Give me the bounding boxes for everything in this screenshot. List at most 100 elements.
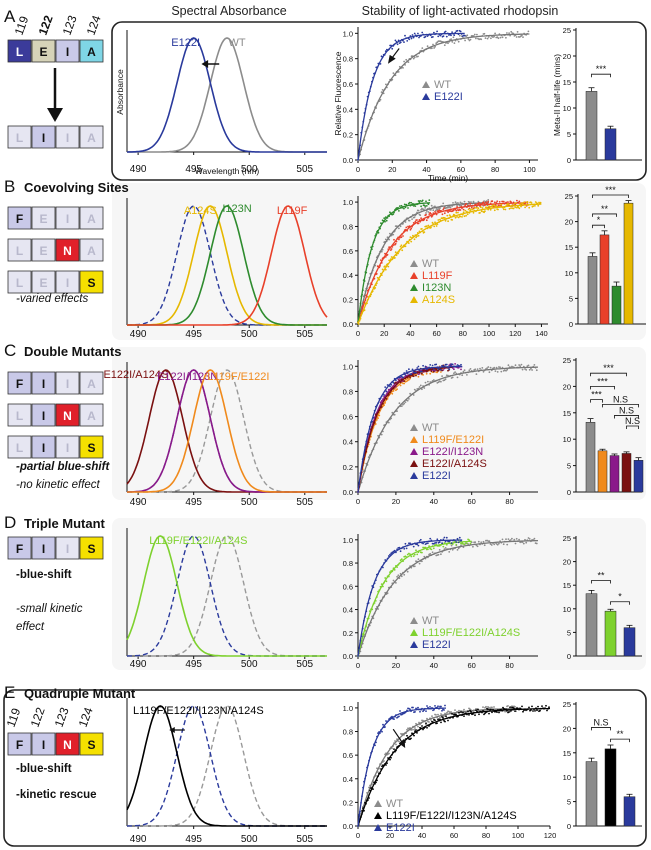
kinetics-x-tick-label: 40 (406, 329, 414, 338)
kinetics-point-wt (392, 233, 395, 236)
spectral-curve-wt (127, 535, 327, 657)
kinetics-point-wt (468, 201, 471, 204)
kinetics-point-wt (479, 367, 481, 370)
kinetics-point-wt (432, 379, 435, 381)
kinetics-point-wt (443, 44, 446, 47)
kinetics-point-wt (404, 401, 407, 403)
kinetics-point-wt (414, 727, 416, 729)
kinetics-point-wt (413, 388, 416, 391)
kinetics-point-wt (461, 374, 464, 377)
residue-number: 119 (4, 706, 24, 729)
bar-y-tick-label: 20 (563, 382, 571, 391)
kinetics-point-a124s (434, 221, 436, 224)
bar-y-tick-label: 15 (563, 749, 571, 758)
kinetics-point-a124s (384, 265, 386, 267)
kinetics-point-a124s (455, 211, 458, 214)
bar-l119f (599, 234, 610, 325)
kinetics-point-wt (437, 713, 439, 716)
kinetics-point-l119f-e122i (391, 392, 394, 395)
bar-i123n (611, 285, 622, 325)
kinetics-point-i123n (385, 219, 388, 222)
kinetics-point-l119f (400, 236, 403, 239)
kinetics-point-e122i-i123n (460, 368, 462, 371)
kinetics-point-e122i-a124s (409, 376, 411, 378)
bar-y-tick-label: 10 (563, 104, 571, 113)
residue-letter: A (87, 409, 96, 423)
kinetics-point-e122i (440, 368, 442, 371)
kinetics-point-wt (396, 575, 398, 578)
kinetics-point-e122i (453, 34, 456, 37)
residue-box (31, 125, 56, 149)
kinetics-point-e122i-a124s (403, 380, 406, 382)
kinetics-point-e122i (458, 536, 461, 539)
kinetics-point-l119f-e122i-a124s (384, 577, 387, 579)
kinetics-point-a124s (471, 208, 474, 211)
kinetics-point-l119f (414, 220, 417, 223)
legend-marker (374, 800, 382, 807)
kinetics-x-tick-label: 60 (468, 497, 476, 506)
significance-bracket (610, 738, 630, 743)
kinetics-point-e122i (432, 368, 435, 371)
kinetics-point-l119f (434, 211, 436, 213)
kinetics-point-wt (436, 208, 439, 211)
significance-bracket (626, 425, 639, 429)
kinetics-x-tick-label: 0 (356, 497, 360, 506)
kinetics-point-e122i (429, 537, 432, 540)
kinetics-point-wt (467, 38, 470, 40)
kinetics-point-l119f-e122i-i123n-a124s (541, 705, 543, 707)
kinetics-point-l119f-e122i-i123n-a124s (458, 711, 460, 714)
kinetics-chart: 0 20 40 60 80 100 0.0 0.2 0.4 0.6 0.8 1.0 Time (min)… (333, 27, 538, 183)
kinetics-fit-wt (357, 202, 490, 325)
kinetics-point-wt (431, 47, 433, 50)
kinetics-point-i123n (408, 201, 411, 204)
kinetics-point-i123n (403, 203, 406, 206)
kinetics-y-tick-label: 0.6 (343, 80, 353, 89)
kinetics-point-e122i (404, 542, 407, 545)
kinetics-y-tick-label: 0.4 (343, 606, 353, 615)
kinetics-fit-e122i (357, 32, 465, 161)
kinetics-point-a124s (508, 207, 511, 210)
bar-y-tick-label: 25 (563, 700, 571, 709)
kinetics-point-e122i (417, 544, 420, 547)
kinetics-point-wt (406, 399, 409, 402)
kinetics-point-l119f (455, 209, 458, 212)
kinetics-point-wt (482, 370, 485, 373)
bar-y-tick-label: 20 (563, 724, 571, 733)
kinetics-point-wt (434, 209, 437, 212)
spectral-tick-label: 500 (241, 329, 258, 340)
kinetics-point-wt (411, 218, 413, 221)
kinetics-point-wt (458, 34, 461, 37)
significance-label: N.S (593, 717, 608, 727)
kinetics-point-e122i (435, 363, 438, 366)
kinetics-point-e122i (408, 38, 411, 41)
kinetics-point-wt (435, 714, 437, 716)
kinetics-point-i123n (420, 205, 422, 208)
kinetics-point-a124s (437, 219, 440, 221)
kinetics-point-e122i (421, 31, 424, 34)
kinetics-point-l119f (469, 202, 472, 205)
legend-marker (410, 617, 418, 624)
legend-label: E122I (422, 470, 451, 482)
spectral-ylabel: Absorbance (115, 69, 125, 115)
kinetics-point-e122i (437, 35, 440, 38)
kinetics-point-wt (480, 38, 483, 41)
kinetics-point-l119f-e122i-i123n-a124s (491, 711, 493, 714)
kinetics-point-l119f-e122i-i123n-a124s (406, 734, 408, 737)
kinetics-point-e122i (409, 542, 411, 545)
legend-label: WT (422, 258, 439, 270)
kinetics-y-tick-label: 0.2 (343, 296, 353, 305)
kinetics-point-e122i (441, 709, 443, 712)
kinetics-point-wt (437, 553, 440, 556)
kinetics-point-e122i (419, 538, 422, 541)
kinetics-point-wt (454, 709, 456, 711)
kinetics-point-e122i (426, 705, 428, 707)
kinetics-point-a124s (534, 205, 536, 207)
kinetics-point-e122i (429, 706, 431, 708)
kinetics-point-wt (516, 31, 519, 33)
kinetics-point-l119f-e122i-i123n-a124s (537, 705, 539, 708)
kinetics-point-wt (431, 715, 433, 717)
kinetics-point-wt (446, 711, 448, 714)
kinetics-point-l119f (409, 228, 412, 231)
